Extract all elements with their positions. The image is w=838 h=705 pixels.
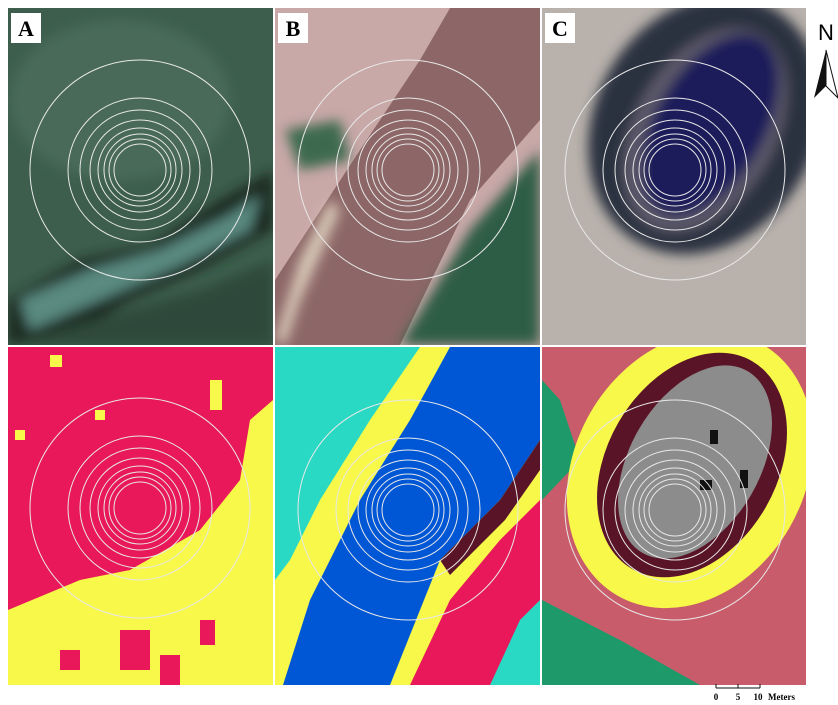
- panel-b-map: [275, 347, 540, 685]
- panel-a-image: [8, 8, 273, 345]
- scale-bar: 0 5 10 Meters: [714, 684, 796, 702]
- panel-label: C: [552, 16, 568, 41]
- figure: A B C N 0 5 10 Meters: [0, 0, 838, 705]
- north-arrow: [814, 50, 826, 98]
- panel-label: A: [18, 16, 34, 41]
- panel-c-map: [518, 287, 838, 685]
- scale-label: 10: [754, 692, 764, 702]
- scale-label: 0: [714, 692, 719, 702]
- panel-c-image: [542, 0, 838, 345]
- panel-b-image: [275, 8, 540, 345]
- panel-label: B: [286, 16, 301, 41]
- scale-label: 5: [736, 692, 741, 702]
- scale-unit: Meters: [768, 692, 795, 702]
- north-label: N: [818, 20, 834, 45]
- north-arrow: [826, 50, 838, 98]
